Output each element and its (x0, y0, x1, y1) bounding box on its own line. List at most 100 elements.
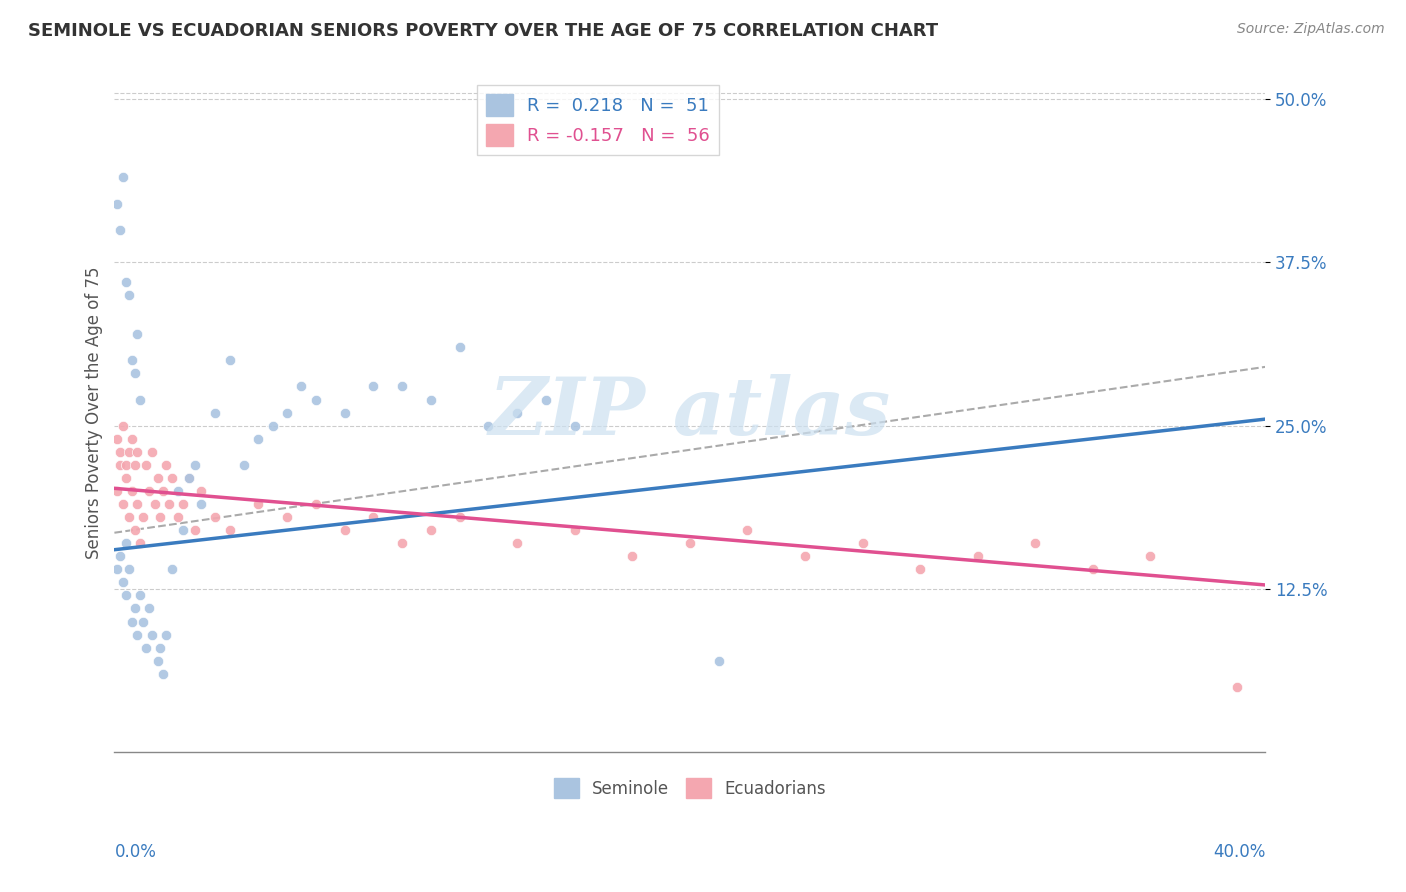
Point (149, 640, 172, 655)
Point (124, 523, 146, 537)
Point (449, 340, 471, 354)
Text: SEMINOLE VS ECUADORIAN SENIORS POVERTY OVER THE AGE OF 75 CORRELATION CHART: SEMINOLE VS ECUADORIAN SENIORS POVERTY O… (28, 22, 938, 40)
Point (124, 458, 146, 472)
Point (132, 510, 155, 524)
Point (363, 510, 385, 524)
Point (138, 601, 160, 615)
Point (115, 471, 138, 485)
Point (108, 444, 131, 458)
Point (966, 549, 988, 564)
Point (1081, 562, 1104, 576)
Point (218, 353, 240, 368)
Point (276, 510, 298, 524)
Point (506, 406, 529, 420)
Point (1024, 536, 1046, 550)
Point (129, 589, 152, 603)
Point (276, 406, 298, 420)
Point (166, 510, 188, 524)
Point (204, 510, 226, 524)
Point (138, 483, 160, 498)
Point (112, 418, 135, 433)
Point (115, 458, 138, 472)
Point (127, 627, 149, 641)
Point (146, 654, 169, 668)
Point (290, 379, 312, 393)
Point (166, 483, 188, 498)
Point (112, 575, 135, 590)
Point (135, 458, 157, 472)
Text: Source: ZipAtlas.com: Source: ZipAtlas.com (1237, 22, 1385, 37)
Point (262, 418, 284, 433)
Point (157, 497, 180, 511)
Point (564, 523, 586, 537)
Point (105, 483, 128, 498)
Point (506, 536, 529, 550)
Point (179, 471, 201, 485)
Point (132, 615, 155, 629)
Point (172, 523, 194, 537)
Point (105, 196, 128, 211)
Point (143, 497, 166, 511)
Point (477, 418, 499, 433)
Point (621, 549, 644, 564)
Point (118, 510, 141, 524)
Point (115, 275, 138, 289)
Point (305, 497, 328, 511)
Point (105, 562, 128, 576)
Point (391, 379, 413, 393)
Point (149, 510, 172, 524)
Point (124, 367, 146, 381)
Legend: Seminole, Ecuadorians: Seminole, Ecuadorians (547, 772, 832, 805)
Point (121, 615, 143, 629)
Point (118, 288, 141, 302)
Point (155, 458, 177, 472)
Point (146, 471, 169, 485)
Point (247, 497, 270, 511)
Point (794, 549, 817, 564)
Point (121, 483, 143, 498)
Point (679, 536, 702, 550)
Text: 0.0%: 0.0% (114, 843, 156, 861)
Point (851, 536, 873, 550)
Text: 40.0%: 40.0% (1213, 843, 1265, 861)
Point (115, 589, 138, 603)
Text: ZIP atlas: ZIP atlas (489, 374, 891, 451)
Point (118, 562, 141, 576)
Point (129, 392, 152, 407)
Point (1226, 680, 1249, 694)
Point (108, 549, 131, 564)
Point (112, 497, 135, 511)
Point (152, 666, 174, 681)
Point (172, 497, 194, 511)
Point (419, 523, 441, 537)
Point (305, 392, 328, 407)
Point (129, 536, 152, 550)
Point (737, 523, 759, 537)
Point (564, 418, 586, 433)
Point (391, 536, 413, 550)
Point (118, 444, 141, 458)
Point (908, 562, 931, 576)
Point (112, 170, 135, 185)
Point (121, 432, 143, 446)
Point (127, 497, 149, 511)
Point (141, 627, 163, 641)
Y-axis label: Seniors Poverty Over the Age of 75: Seniors Poverty Over the Age of 75 (86, 267, 103, 558)
Point (179, 471, 201, 485)
Point (247, 432, 270, 446)
Point (160, 471, 183, 485)
Point (124, 601, 146, 615)
Point (707, 654, 730, 668)
Point (232, 458, 254, 472)
Point (534, 392, 557, 407)
Point (108, 223, 131, 237)
Point (152, 483, 174, 498)
Point (1139, 549, 1161, 564)
Point (135, 640, 157, 655)
Point (333, 406, 356, 420)
Point (121, 353, 143, 368)
Point (141, 444, 163, 458)
Point (218, 523, 240, 537)
Point (333, 523, 356, 537)
Point (105, 432, 128, 446)
